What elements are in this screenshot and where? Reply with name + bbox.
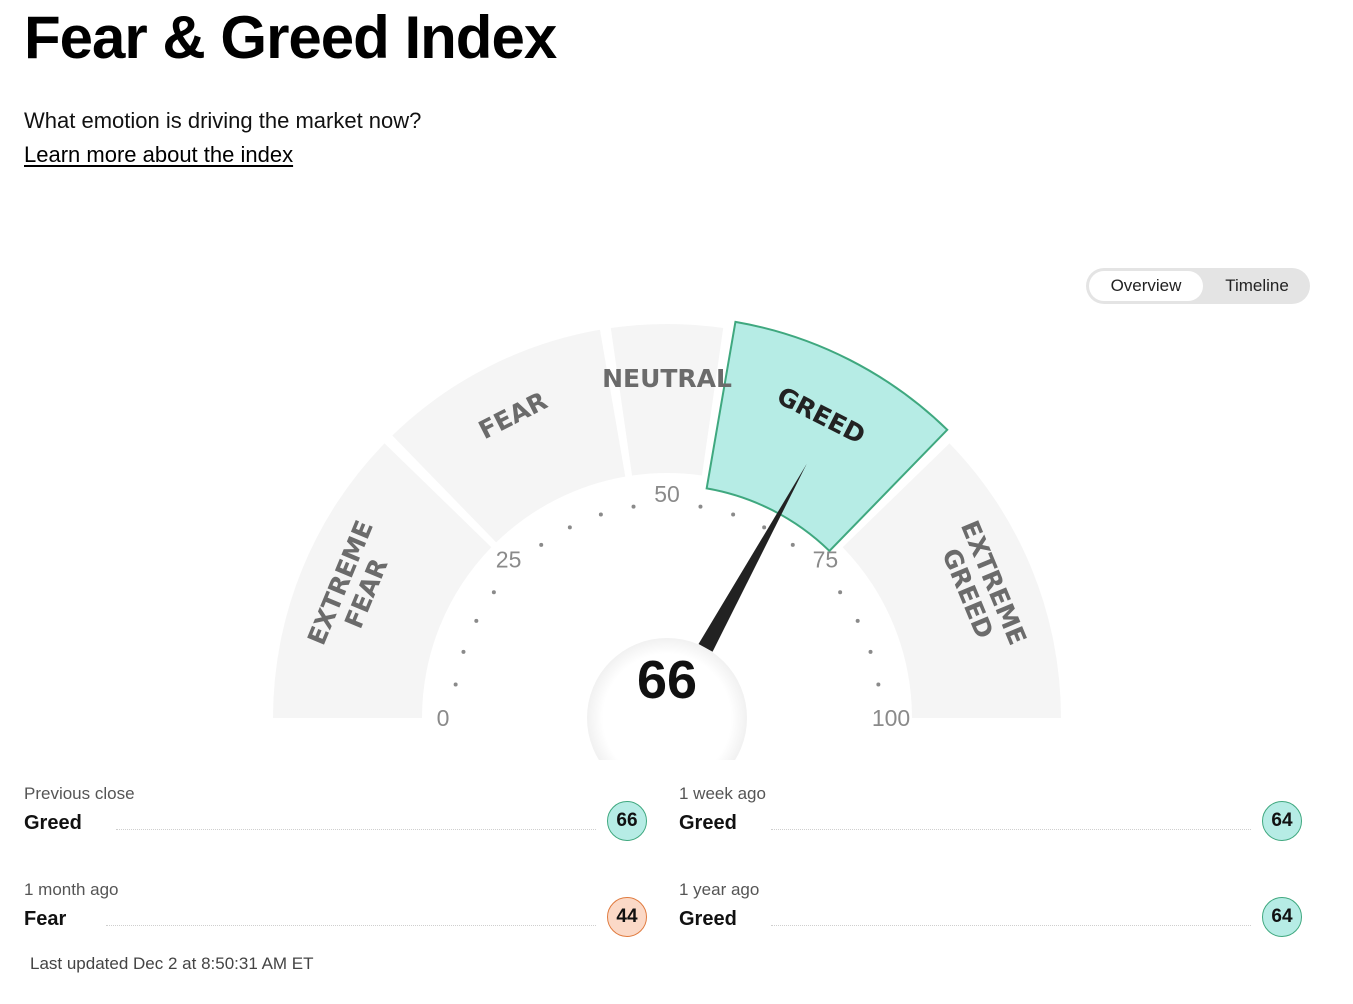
history-rating: Greed: [679, 908, 737, 930]
tab-timeline[interactable]: Timeline: [1225, 276, 1289, 295]
history-1-week-ago: 1 week ago Greed 64: [679, 783, 1304, 849]
gauge-segments: [273, 320, 1061, 718]
history-previous-close: Previous close Greed 66: [24, 783, 649, 849]
leader-line: [771, 829, 1251, 830]
gauge-tick-dot: [461, 649, 466, 654]
gauge-tick-dot: [598, 512, 603, 517]
gauge-value: 66: [637, 650, 697, 710]
gauge-segment-extreme-greed: [842, 443, 1061, 718]
gauge-tick-dot: [631, 504, 636, 509]
gauge-scale-label: 75: [813, 547, 839, 573]
gauge-tick-dot: [567, 525, 572, 530]
gauge-scale-label: 100: [872, 705, 910, 731]
gauge-tick-dot: [698, 504, 703, 509]
view-toggle: Overview Timeline: [1086, 268, 1310, 304]
history-value-badge: 44: [607, 897, 647, 937]
gauge-scale-label: 0: [437, 705, 450, 731]
gauge-segment-fear: [392, 329, 626, 543]
learn-more-link[interactable]: Learn more about the index: [24, 142, 294, 167]
history-rating: Greed: [679, 812, 737, 834]
leader-line: [106, 925, 596, 926]
gauge-tick-dot: [491, 590, 496, 595]
gauge-ticks: [453, 504, 881, 687]
gauge-tick-dot: [855, 618, 860, 623]
history-label: Previous close: [24, 784, 135, 803]
history-label: 1 month ago: [24, 880, 119, 899]
gauge-scale-label: 25: [496, 547, 522, 573]
leader-line: [771, 925, 1251, 926]
gauge-tick-dot: [790, 542, 795, 547]
history-rating: Fear: [24, 908, 67, 930]
history-1-year-ago: 1 year ago Greed 64: [679, 879, 1304, 945]
history-value-badge: 64: [1262, 801, 1302, 841]
gauge-scale-label: 50: [654, 481, 680, 507]
history-rating: Greed: [24, 812, 82, 834]
gauge-scale-labels: 0 25 50 75 100: [437, 481, 911, 731]
page-subtitle: What emotion is driving the market now?: [24, 108, 422, 133]
gauge-tick-dot: [474, 618, 479, 623]
gauge-tick-dot: [868, 649, 873, 654]
history-label: 1 year ago: [679, 880, 760, 899]
gauge-tick-dot: [453, 682, 458, 687]
history-1-month-ago: 1 month ago Fear 44: [24, 879, 649, 945]
gauge-segment-greed: [705, 320, 949, 553]
gauge-tick-dot: [876, 682, 881, 687]
history-value-badge: 64: [1262, 897, 1302, 937]
last-updated: Last updated Dec 2 at 8:50:31 AM ET: [30, 954, 314, 973]
page-title: Fear & Greed Index: [24, 4, 557, 71]
gauge-hub: [587, 638, 747, 760]
gauge-segment-extreme-fear: [273, 443, 492, 718]
gauge-tick-dot: [539, 542, 544, 547]
gauge-tick-dot: [731, 512, 736, 517]
gauge-segment-neutral: [610, 324, 724, 476]
gauge-needle: [698, 463, 807, 652]
gauge-label-neutral: NEUTRAL: [602, 364, 732, 393]
fear-greed-gauge: EXTREMEFEARFEARNEUTRALGREEDEXTREMEGREED …: [273, 320, 1061, 760]
history-label: 1 week ago: [679, 784, 766, 803]
history-value-badge: 66: [607, 801, 647, 841]
gauge-tick-dot: [838, 590, 843, 595]
leader-line: [116, 829, 596, 830]
tab-overview[interactable]: Overview: [1089, 271, 1203, 301]
gauge-tick-dot: [762, 525, 767, 530]
